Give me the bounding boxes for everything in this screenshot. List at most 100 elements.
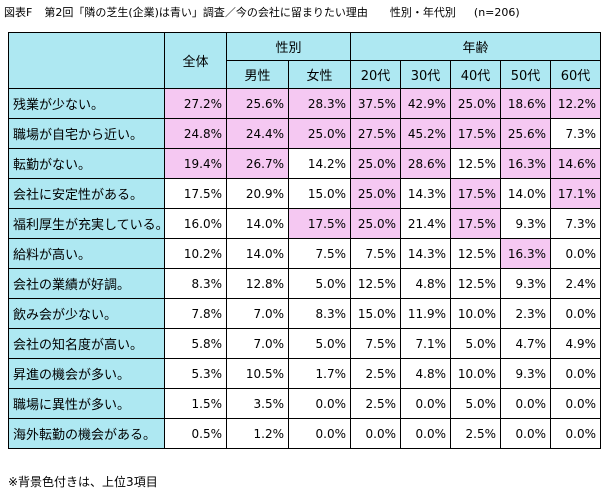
table-cell: 0.0% [550,418,602,449]
table-cell: 17.5% [287,208,352,239]
table-cell: 16.0% [164,208,227,239]
table-cell: 7.8% [164,298,227,329]
table-cell: 9.3% [500,358,552,389]
row-label: 飲み会が少ない。 [8,298,165,329]
table-cell: 11.9% [400,298,452,329]
table-row: 職場に異性が多い。 1.5% 3.5% 0.0% 2.5% 0.0% 5.0% 0.0% 0.0… [8,388,602,419]
table-cell: 8.3% [164,268,227,299]
header-gender-group: 性別 [225,32,352,61]
table-cell: 8.3% [287,298,352,329]
table-cell: 5.0% [450,328,502,359]
table-cell: 10.5% [226,358,289,389]
row-label: 転勤がない。 [8,148,165,179]
table-cell: 17.5% [164,178,227,209]
table-cell: 7.5% [350,328,402,359]
row-label: 福利厚生が充実している。 [8,208,165,239]
title-label: 図表F [4,6,33,19]
table-cell: 1.7% [287,358,352,389]
table-cell: 3.5% [226,388,289,419]
table-cell: 17.5% [450,178,502,209]
table-cell: 27.5% [350,118,402,149]
table-row: 海外転勤の機会がある。 0.5% 1.2% 0.0% 0.0% 0.0% 2.5% 0.0% 0… [8,418,602,449]
table-cell: 42.9% [400,88,452,119]
table-cell: 2.5% [450,418,502,449]
header-age-group: 年齢 [350,32,602,61]
table-cell: 14.0% [500,178,552,209]
table-cell: 2.5% [350,358,402,389]
table-row: 福利厚生が充実している。 16.0% 14.0% 17.5% 25.0% 21.4% 17.… [8,208,602,239]
table-cell: 0.0% [287,418,352,449]
table-cell: 27.2% [164,88,227,119]
table-cell: 17.5% [450,208,502,239]
header-age-60s: 60代 [550,60,602,89]
row-label: 職場が自宅から近い。 [8,118,165,149]
table-body: 残業が少ない。 27.2% 25.6% 28.3% 37.5% 42.9% 25.0% 18.… [8,88,602,449]
table-cell: 14.0% [226,208,289,239]
table-cell: 2.3% [500,298,552,329]
table-cell: 9.3% [500,268,552,299]
table-cell: 25.0% [450,88,502,119]
table-cell: 10.0% [450,298,502,329]
table-cell: 25.0% [350,148,402,179]
row-label: 会社の業績が好調。 [8,268,165,299]
header-age-30s: 30代 [400,60,452,89]
row-label: 昇進の機会が多い。 [8,358,165,389]
table-row: 残業が少ない。 27.2% 25.6% 28.3% 37.5% 42.9% 25.0% 18.… [8,88,602,119]
table-cell: 5.3% [164,358,227,389]
table-cell: 12.5% [450,268,502,299]
table-cell: 0.0% [550,238,602,269]
table-cell: 5.0% [287,328,352,359]
table-cell: 20.9% [226,178,289,209]
table-cell: 0.0% [350,418,402,449]
table-cell: 17.1% [550,178,602,209]
table-cell: 12.5% [450,238,502,269]
table-cell: 1.2% [226,418,289,449]
table-row: 給料が高い。 10.2% 14.0% 7.5% 7.5% 14.3% 12.5% 16.3% 0… [8,238,602,269]
title-text: 第2回「隣の芝生(企業)は青い」調査／今の会社に留まりたい理由 性別・年代別 [44,6,456,19]
table-cell: 26.7% [226,148,289,179]
table-cell: 12.8% [226,268,289,299]
table-cell: 7.3% [550,208,602,239]
table-cell: 4.8% [400,358,452,389]
sample-size: (n=206) [473,6,520,19]
table-cell: 12.5% [350,268,402,299]
table-cell: 14.3% [400,238,452,269]
table-cell: 14.2% [287,148,352,179]
table-row: 飲み会が少ない。 7.8% 7.0% 8.3% 15.0% 11.9% 10.0% 2.3% 0… [8,298,602,329]
table-cell: 19.4% [164,148,227,179]
table-cell: 4.8% [400,268,452,299]
table-cell: 5.8% [164,328,227,359]
header-total: 全体 [164,32,227,89]
row-label: 海外転勤の機会がある。 [8,418,165,449]
header-age-50s: 50代 [500,60,552,89]
row-label: 会社の知名度が高い。 [8,328,165,359]
table-cell: 45.2% [400,118,452,149]
table-cell: 28.3% [287,88,352,119]
table-cell: 0.0% [550,358,602,389]
table-cell: 16.3% [500,238,552,269]
header-female: 女性 [287,60,352,89]
table-cell: 37.5% [350,88,402,119]
results-table: 全体 性別 年齢 男性 女性 20代 30代 40代 50代 60代 残業が少な… [8,32,602,449]
table-cell: 5.0% [287,268,352,299]
table-cell: 0.0% [500,388,552,419]
table-cell: 7.5% [287,238,352,269]
table-cell: 25.0% [350,208,402,239]
table-cell: 10.0% [450,358,502,389]
table-cell: 0.5% [164,418,227,449]
row-label: 職場に異性が多い。 [8,388,165,419]
table-cell: 7.0% [226,328,289,359]
table-cell: 10.2% [164,238,227,269]
table-row: 会社に安定性がある。 17.5% 20.9% 15.0% 25.0% 14.3% 17.5%… [8,178,602,209]
table-row: 職場が自宅から近い。 24.8% 24.4% 25.0% 27.5% 45.2% 17.5%… [8,118,602,149]
table-cell: 7.3% [550,118,602,149]
table-row: 転勤がない。 19.4% 26.7% 14.2% 25.0% 28.6% 12.5% 16.3… [8,148,602,179]
table-cell: 25.6% [226,88,289,119]
table-cell: 25.0% [350,178,402,209]
header-age-20s: 20代 [350,60,402,89]
table-cell: 7.0% [226,298,289,329]
table-cell: 18.6% [500,88,552,119]
table-cell: 14.6% [550,148,602,179]
table-cell: 12.2% [550,88,602,119]
table-cell: 0.0% [287,388,352,419]
